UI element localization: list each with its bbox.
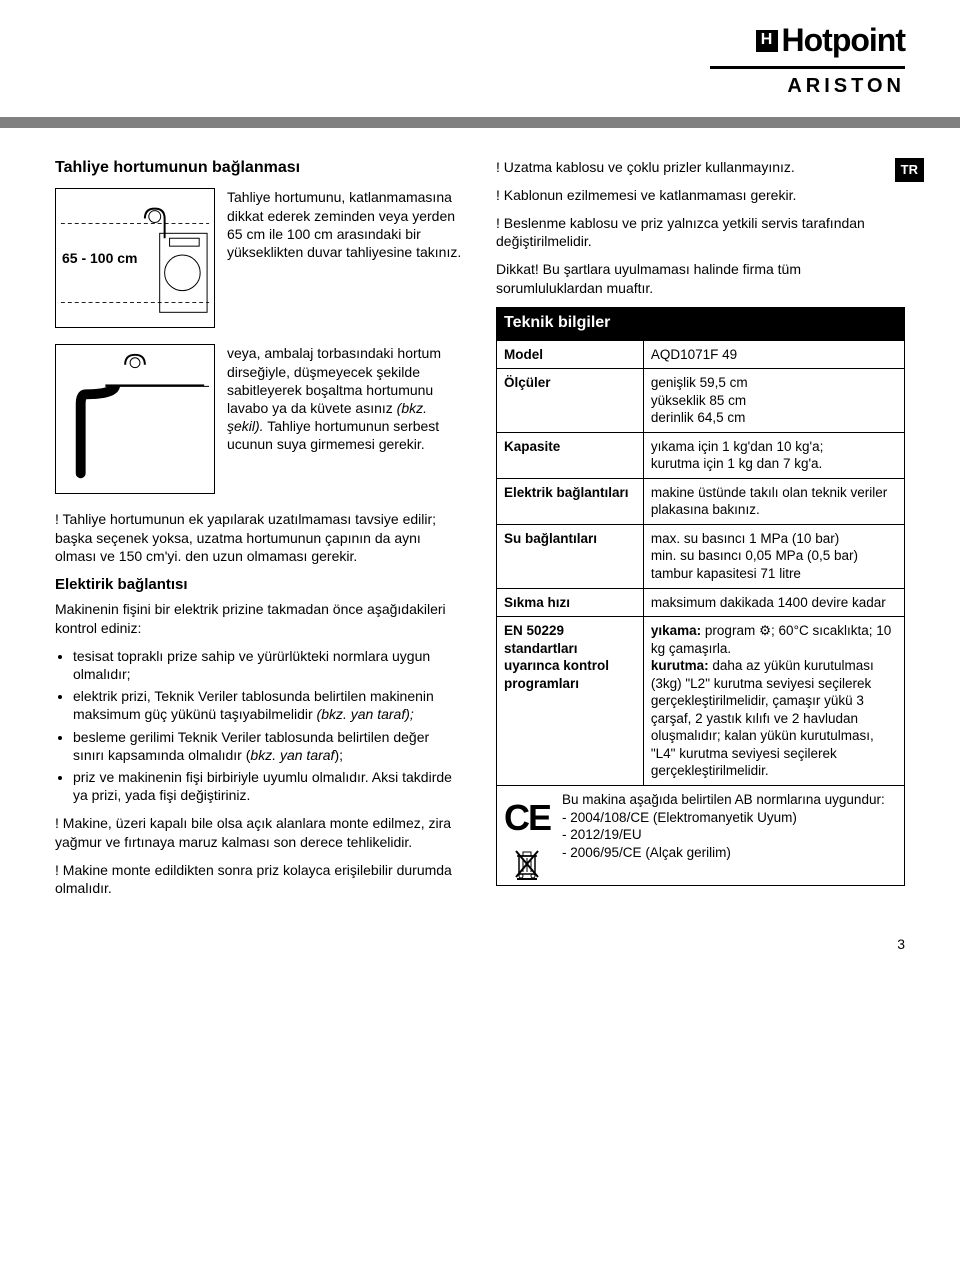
cable-warning-3: ! Beslenme kablosu ve priz yalnızca yetk… bbox=[496, 214, 905, 250]
brand-square-icon: H bbox=[756, 30, 778, 52]
table-row: EN 50229 standartları uyarınca kontrol p… bbox=[497, 617, 905, 786]
spec-label: Model bbox=[497, 340, 644, 369]
ce-compliance-text: Bu makina aşağıda belirtilen AB normları… bbox=[562, 791, 885, 861]
drain-warning-1: ! Tahliye hortumunun ek yapılarak uzatıl… bbox=[55, 510, 464, 565]
brand-ariston: ARISTON bbox=[710, 73, 905, 99]
install-warning-plug: ! Makine monte edildikten sonra priz kol… bbox=[55, 861, 464, 897]
spec-label: Ölçüler bbox=[497, 369, 644, 433]
brand-header: H Hotpoint ARISTON bbox=[0, 0, 960, 99]
brand-hotpoint: Hotpoint bbox=[782, 20, 906, 62]
ce-mark-icon: CE bbox=[504, 795, 550, 842]
spec-value: genişlik 59,5 cm yükseklik 85 cm derinli… bbox=[643, 369, 904, 433]
table-row: Kapasite yıkama için 1 kg'dan 10 kg'a; k… bbox=[497, 432, 905, 478]
spec-value: maksimum dakikada 1400 devire kadar bbox=[643, 588, 904, 617]
weee-bin-icon bbox=[513, 848, 541, 880]
spec-value: max. su basıncı 1 MPa (10 bar) min. su b… bbox=[643, 524, 904, 588]
drain-instruction-2: veya, ambalaj torbasındaki hortum dirseğ… bbox=[227, 344, 464, 484]
install-warning-outdoor: ! Makine, üzeri kapalı bile olsa açık al… bbox=[55, 814, 464, 850]
spec-label: EN 50229 standartları uyarınca kontrol p… bbox=[497, 617, 644, 786]
spec-value: yıkama: program ⚙; 60°C sıcaklıkta; 10 k… bbox=[643, 617, 904, 786]
cable-warning-1: ! Uzatma kablosu ve çoklu prizler kullan… bbox=[496, 158, 905, 176]
table-row: Su bağlantıları max. su basıncı 1 MPa (1… bbox=[497, 524, 905, 588]
spec-value: AQD1071F 49 bbox=[643, 340, 904, 369]
table-row: Sıkma hızı maksimum dakikada 1400 devire… bbox=[497, 588, 905, 617]
header-separator-bar bbox=[0, 117, 960, 128]
brand-divider bbox=[710, 66, 905, 69]
spec-value: makine üstünde takılı olan teknik verile… bbox=[643, 478, 904, 524]
list-item: elektrik prizi, Teknik Veriler tablosund… bbox=[73, 687, 464, 723]
spec-value: yıkama için 1 kg'dan 10 kg'a; kurutma iç… bbox=[643, 432, 904, 478]
list-item: priz ve makinenin fişi birbiriyle uyumlu… bbox=[73, 768, 464, 804]
table-row: Ölçüler genişlik 59,5 cm yükseklik 85 cm… bbox=[497, 369, 905, 433]
drain-sink-icon bbox=[56, 344, 214, 494]
electrical-intro: Makinenin fişini bir elektrik prizine ta… bbox=[55, 600, 464, 636]
tech-table-title: Teknik bilgiler bbox=[496, 307, 905, 340]
spec-label: Su bağlantıları bbox=[497, 524, 644, 588]
language-badge: TR bbox=[895, 158, 924, 183]
right-column: ! Uzatma kablosu ve çoklu prizler kullan… bbox=[496, 158, 905, 907]
drain-instruction-1: Tahliye hortumunu, katlanmamasına dikkat… bbox=[227, 188, 464, 318]
figure-height-label: 65 - 100 cm bbox=[62, 249, 138, 267]
cable-warning-4: Dikkat! Bu şartlara uyulmaması halinde f… bbox=[496, 260, 905, 296]
spec-label: Kapasite bbox=[497, 432, 644, 478]
figure-drain-height: 65 - 100 cm bbox=[55, 188, 215, 328]
electrical-checklist: tesisat topraklı prize sahip ve yürürlük… bbox=[55, 647, 464, 805]
list-item: tesisat topraklı prize sahip ve yürürlük… bbox=[73, 647, 464, 683]
spec-label: Sıkma hızı bbox=[497, 588, 644, 617]
section-title-drain: Tahliye hortumunun bağlanması bbox=[55, 158, 464, 179]
figure-drain-sink bbox=[55, 344, 215, 494]
table-row: Model AQD1071F 49 bbox=[497, 340, 905, 369]
tech-table-wrap: Teknik bilgiler Model AQD1071F 49 Ölçüle… bbox=[496, 307, 905, 886]
cable-warning-2: ! Kablonun ezilmemesi ve katlanmaması ge… bbox=[496, 186, 905, 204]
subtitle-electrical: Elektirik bağlantısı bbox=[55, 575, 464, 595]
spec-label: Elektrik bağlantıları bbox=[497, 478, 644, 524]
page-number: 3 bbox=[0, 917, 960, 973]
table-row: CE bbox=[497, 786, 905, 886]
list-item: besleme gerilimi Teknik Veriler tablosun… bbox=[73, 728, 464, 764]
left-column: Tahliye hortumunun bağlanması 65 - 100 c… bbox=[55, 158, 464, 907]
tech-table: Model AQD1071F 49 Ölçüler genişlik 59,5 … bbox=[496, 340, 905, 886]
table-row: Elektrik bağlantıları makine üstünde tak… bbox=[497, 478, 905, 524]
spec-ce-cell: CE bbox=[497, 786, 905, 886]
